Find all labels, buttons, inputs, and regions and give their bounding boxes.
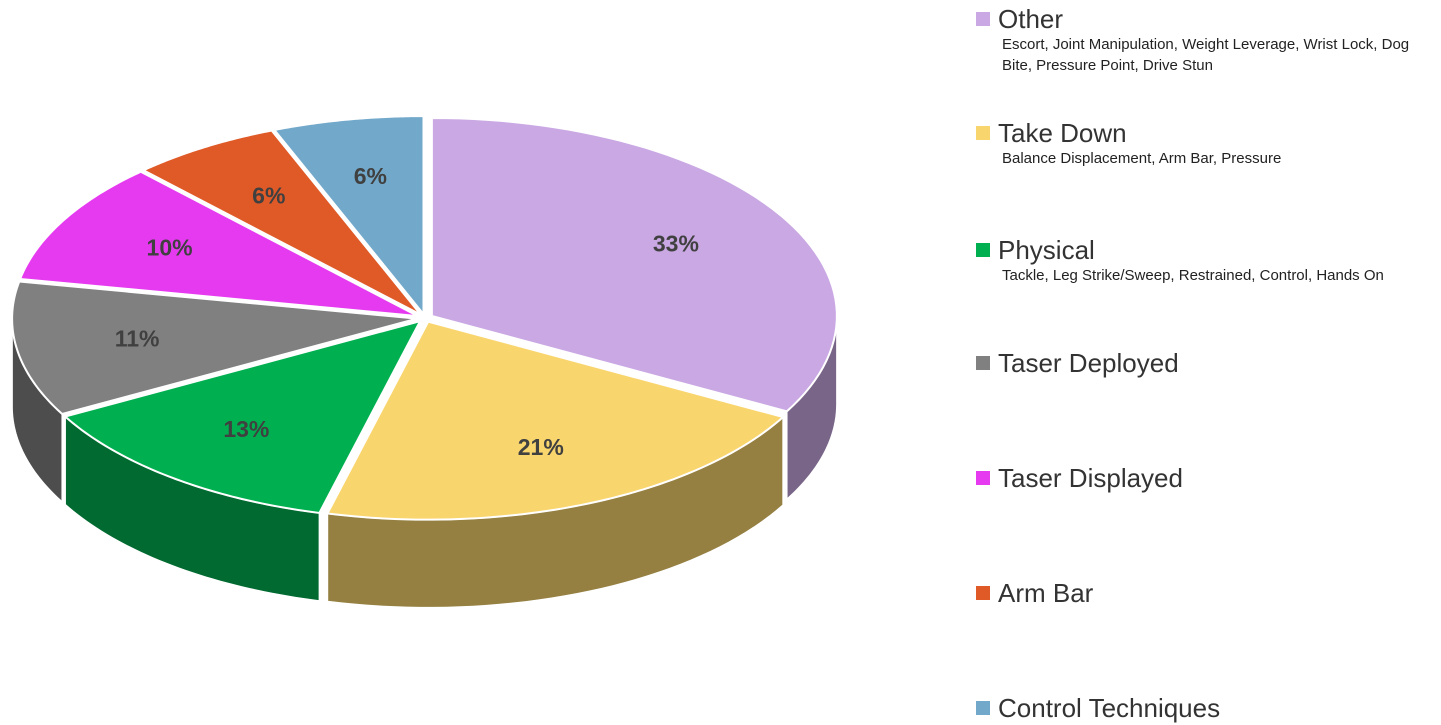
legend-label: Arm Bar <box>998 578 1094 608</box>
legend-label: Taser Displayed <box>998 463 1183 493</box>
legend-row: Control Techniques <box>976 693 1426 723</box>
slice <box>18 170 419 318</box>
pie-area: 33% 21% 13% 11% 10% 6% 6% <box>11 115 838 609</box>
legend-swatch <box>976 471 990 485</box>
slice <box>11 280 418 416</box>
legend-description: Tackle, Leg Strike/Sweep, Restrained, Co… <box>1002 267 1384 284</box>
legend-row: Arm Bar <box>976 578 1426 608</box>
legend-swatch <box>976 126 990 140</box>
legend-label: Control Techniques <box>998 693 1221 723</box>
legend-item: Physical Tackle, Leg Strike/Sweep, Restra… <box>976 235 1426 286</box>
slice <box>141 129 422 316</box>
data-label: 33% <box>653 230 699 256</box>
legend-row: Other <box>976 4 1426 34</box>
legend-swatch <box>976 12 990 26</box>
legend-label: Other <box>998 4 1064 34</box>
data-label: 21% <box>518 434 564 460</box>
legend-item: Arm Bar <box>976 578 1426 608</box>
legend-row: Taser Displayed <box>976 463 1426 493</box>
data-label: 10% <box>147 234 193 260</box>
legend-item: Other Escort, Joint Manipulation, Weight … <box>976 4 1426 76</box>
legend-swatch <box>976 243 990 257</box>
slice <box>325 320 786 521</box>
legend-swatch <box>976 586 990 600</box>
legend-swatch <box>976 701 990 715</box>
slice <box>272 115 425 317</box>
data-label: 6% <box>354 163 387 189</box>
data-label: 6% <box>252 183 285 209</box>
legend-item: Control Techniques <box>976 693 1426 723</box>
legend-item: Taser Deployed <box>976 348 1426 378</box>
legend-label: Taser Deployed <box>998 348 1179 378</box>
data-label: 13% <box>223 416 269 442</box>
slice <box>63 319 423 515</box>
legend-row: Taser Deployed <box>976 348 1426 378</box>
data-label: 11% <box>115 325 160 351</box>
legend-item: Take Down Balance Displacement, Arm Bar, … <box>976 118 1426 169</box>
legend-description: Balance Displacement, Arm Bar, Pressure <box>1002 150 1282 167</box>
legend-description: Escort, Joint Manipulation, Weight Lever… <box>1002 36 1410 74</box>
slice <box>430 116 838 413</box>
legend-item: Taser Displayed <box>976 463 1426 493</box>
legend-label: Take Down <box>998 118 1127 148</box>
legend-row: Take Down <box>976 118 1426 148</box>
legend-row: Physical <box>976 235 1426 265</box>
legend-label: Physical <box>998 235 1095 265</box>
legend-swatch <box>976 356 990 370</box>
